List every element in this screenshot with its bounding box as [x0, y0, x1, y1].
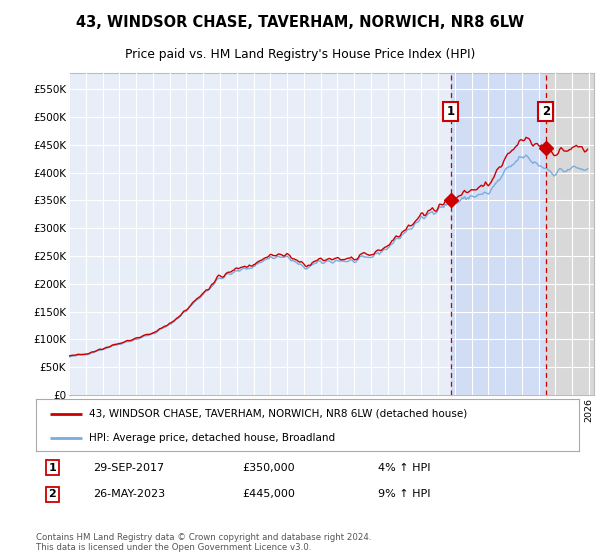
Text: Contains HM Land Registry data © Crown copyright and database right 2024.
This d: Contains HM Land Registry data © Crown c… — [36, 533, 371, 552]
Text: 1: 1 — [49, 463, 56, 473]
Bar — [451, 73, 545, 395]
Text: 2: 2 — [49, 489, 56, 499]
Text: 43, WINDSOR CHASE, TAVERHAM, NORWICH, NR8 6LW: 43, WINDSOR CHASE, TAVERHAM, NORWICH, NR… — [76, 15, 524, 30]
Text: 4% ↑ HPI: 4% ↑ HPI — [378, 463, 431, 473]
Text: Price paid vs. HM Land Registry's House Price Index (HPI): Price paid vs. HM Land Registry's House … — [125, 48, 475, 62]
Text: £350,000: £350,000 — [242, 463, 295, 473]
Text: 26-MAY-2023: 26-MAY-2023 — [93, 489, 165, 499]
Text: 43, WINDSOR CHASE, TAVERHAM, NORWICH, NR8 6LW (detached house): 43, WINDSOR CHASE, TAVERHAM, NORWICH, NR… — [89, 409, 467, 419]
Text: 29-SEP-2017: 29-SEP-2017 — [93, 463, 164, 473]
Text: 9% ↑ HPI: 9% ↑ HPI — [378, 489, 431, 499]
Text: 1: 1 — [446, 105, 455, 118]
Text: HPI: Average price, detached house, Broadland: HPI: Average price, detached house, Broa… — [89, 433, 335, 443]
Text: £445,000: £445,000 — [242, 489, 295, 499]
Bar — [545, 73, 594, 395]
Text: 2: 2 — [542, 105, 550, 118]
